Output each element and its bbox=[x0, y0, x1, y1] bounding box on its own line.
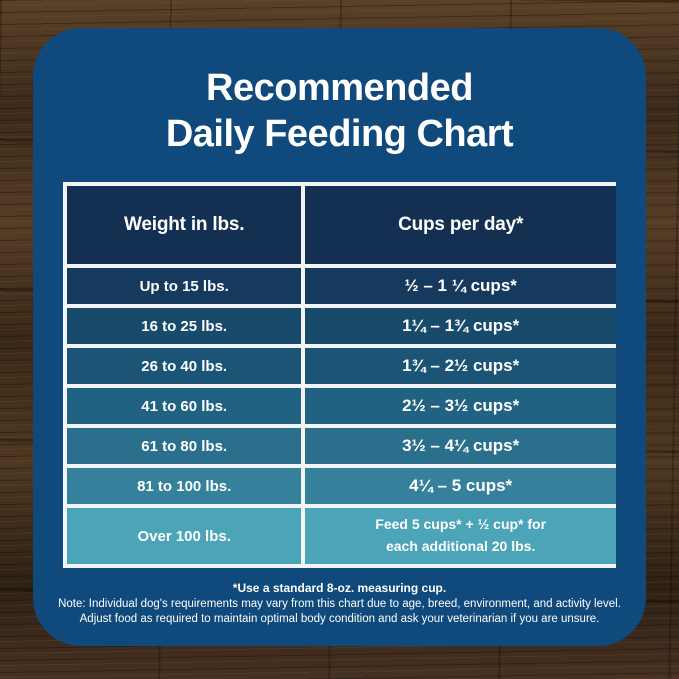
table-row-cups: 4¼ – 5 cups* bbox=[305, 468, 616, 504]
table-row-cups: 1¾ – 2½ cups* bbox=[305, 348, 616, 384]
table-row-weight: Up to 15 lbs. bbox=[67, 268, 302, 304]
footnote-note: Note: Individual dog's requirements may … bbox=[58, 597, 621, 610]
table-row-cups-line1: Feed 5 cups* + ½ cup* for bbox=[375, 516, 547, 533]
page-title: Recommended Daily Feeding Chart bbox=[33, 66, 646, 157]
table-row-weight: 61 to 80 lbs. bbox=[67, 428, 302, 464]
table-row-cups: 3½ – 4¼ cups* bbox=[305, 428, 616, 464]
table-row-cups: 2½ – 3½ cups* bbox=[305, 388, 616, 424]
footnotes: *Use a standard 8-oz. measuring cup. Not… bbox=[33, 581, 646, 627]
table-row-cups: Feed 5 cups* + ½ cup* for each additiona… bbox=[305, 508, 616, 564]
table-row-cups: 1¼ – 1¾ cups* bbox=[305, 308, 616, 344]
table-row-weight: 41 to 60 lbs. bbox=[67, 388, 302, 424]
feeding-table: Weight in lbs. Cups per day* Up to 15 lb… bbox=[63, 182, 616, 568]
table-row-weight: 81 to 100 lbs. bbox=[67, 468, 302, 504]
footnote-adjust: Adjust food as required to maintain opti… bbox=[79, 613, 600, 625]
page-title-line2: Daily Feeding Chart bbox=[165, 112, 514, 155]
page-title-line1: Recommended bbox=[206, 67, 473, 109]
footnote-measuring-cup: *Use a standard 8-oz. measuring cup. bbox=[232, 581, 447, 595]
table-row-weight: Over 100 lbs. bbox=[67, 508, 302, 564]
column-header-weight: Weight in lbs. bbox=[67, 186, 302, 264]
column-header-cups: Cups per day* bbox=[305, 186, 616, 264]
table-row-weight: 16 to 25 lbs. bbox=[67, 308, 302, 344]
table-row-weight: 26 to 40 lbs. bbox=[67, 348, 302, 384]
table-row-cups: ½ – 1 ¼ cups* bbox=[305, 268, 616, 304]
feeding-chart-card: Recommended Daily Feeding Chart Weight i… bbox=[33, 28, 646, 646]
table-row-cups-line2: each additional 20 lbs. bbox=[385, 538, 536, 554]
